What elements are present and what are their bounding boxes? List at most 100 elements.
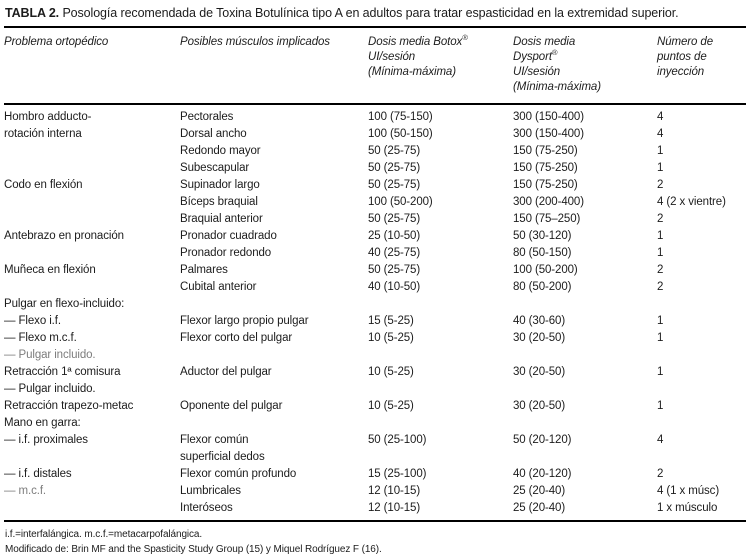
cell-dosis-dysport: 80 (50-150) <box>513 247 572 259</box>
cell-problema <box>4 194 180 211</box>
cell-puntos <box>657 449 746 466</box>
cell-problema: Muñeca en flexión <box>4 264 96 276</box>
cell-dosis-botox: 50 (25-75) <box>368 145 421 157</box>
cell-musculo: Braquial anterior <box>180 213 263 225</box>
cell-dosis-dysport: 30 (20-50) <box>513 366 566 378</box>
cell-puntos: 4 (1 x músc) <box>657 485 720 497</box>
cell-dosis-botox: 100 (50-150) <box>368 128 433 140</box>
cell-musculo <box>180 381 368 398</box>
cell-dosis-botox: 15 (5-25) <box>368 315 414 327</box>
cell-problema <box>4 449 180 466</box>
dosage-table: Problema ortopédico Posibles músculos im… <box>4 26 746 520</box>
cell-dosis-dysport: 150 (75-250) <box>513 179 578 191</box>
cell-musculo: superficial dedos <box>180 451 265 463</box>
table-title: TABLA 2. Posología recomendada de Toxina… <box>4 2 746 26</box>
cell-problema: Retracción trapezo-metac <box>4 400 134 412</box>
cell-dosis-dysport: 300 (200-400) <box>513 196 584 208</box>
cell-dosis-botox: 10 (5-25) <box>368 332 414 344</box>
cell-dosis-dysport <box>513 449 657 466</box>
cell-puntos: 1 <box>657 366 664 378</box>
column-header-puntos: Número de puntos de inyección <box>657 26 746 105</box>
cell-musculo: Aductor del pulgar <box>180 366 272 378</box>
cell-dosis-botox <box>368 296 513 313</box>
table-row: Interóseos 12 (10-15) 25 (20-40) 1 x mús… <box>4 500 746 520</box>
cell-dosis-dysport: 25 (20-40) <box>513 502 566 514</box>
cell-problema: Mano en garra: <box>4 417 81 429</box>
cell-puntos: 4 <box>657 128 664 140</box>
cell-musculo: Palmares <box>180 264 228 276</box>
cell-puntos: 4 <box>657 434 664 446</box>
table-row: — i.f. distales Flexor común profundo 15… <box>4 466 746 483</box>
cell-dosis-dysport: 300 (150-400) <box>513 111 584 123</box>
cell-puntos: 1 <box>657 400 664 412</box>
cell-problema: — Flexo m.c.f. <box>4 332 77 344</box>
cell-problema <box>4 500 180 520</box>
cell-puntos: 1 x músculo <box>657 502 718 514</box>
cell-dosis-botox: 50 (25-75) <box>368 264 421 276</box>
cell-musculo: Flexor común profundo <box>180 468 297 480</box>
cell-dosis-dysport: 50 (20-120) <box>513 434 572 446</box>
cell-dosis-botox <box>368 347 513 364</box>
cell-musculo: Oponente del pulgar <box>180 400 283 412</box>
cell-puntos <box>657 381 746 398</box>
cell-puntos: 2 <box>657 179 664 191</box>
cell-dosis-dysport <box>513 381 657 398</box>
cell-musculo: Redondo mayor <box>180 145 261 157</box>
table-number: TABLA 2. <box>5 6 60 20</box>
cell-dosis-botox: 50 (25-75) <box>368 162 421 174</box>
cell-dosis-dysport: 100 (50-200) <box>513 264 578 276</box>
cell-problema: — Pulgar incluido. <box>4 383 96 395</box>
cell-dosis-botox: 50 (25-75) <box>368 179 421 191</box>
cell-puntos: 4 <box>657 111 664 123</box>
cell-puntos: 2 <box>657 264 664 276</box>
table-row: Pronador redondo 40 (25-75) 80 (50-150) … <box>4 245 746 262</box>
cell-puntos: 2 <box>657 213 664 225</box>
table-row: Braquial anterior 50 (25-75) 150 (75–250… <box>4 211 746 228</box>
cell-puntos <box>657 296 746 313</box>
column-header-musculos: Posibles músculos implicados <box>180 26 368 105</box>
cell-problema: — Pulgar incluido. <box>4 349 96 361</box>
cell-dosis-dysport: 40 (20-120) <box>513 468 572 480</box>
cell-dosis-botox: 12 (10-15) <box>368 502 421 514</box>
cell-problema: — Flexo i.f. <box>4 315 61 327</box>
cell-dosis-botox: 40 (25-75) <box>368 247 421 259</box>
cell-puntos: 2 <box>657 281 664 293</box>
table-row: Mano en garra: <box>4 415 746 432</box>
cell-dosis-dysport: 25 (20-40) <box>513 485 566 497</box>
cell-puntos: 1 <box>657 145 664 157</box>
cell-dosis-botox <box>368 415 513 432</box>
cell-dosis-botox: 15 (25-100) <box>368 468 427 480</box>
column-header-dysport: Dosis media Dysport® UI/sesión (Mínima-m… <box>513 26 657 105</box>
cell-musculo: Flexor común <box>180 434 249 446</box>
cell-dosis-botox <box>368 381 513 398</box>
cell-dosis-dysport: 50 (30-120) <box>513 230 572 242</box>
cell-musculo: Flexor largo propio pulgar <box>180 315 309 327</box>
table-row: Codo en flexión Supinador largo 50 (25-7… <box>4 177 746 194</box>
table-row: Antebrazo en pronación Pronador cuadrado… <box>4 228 746 245</box>
cell-problema <box>4 143 180 160</box>
cell-problema: Retracción 1ª comisura <box>4 366 121 378</box>
cell-dosis-dysport: 30 (20-50) <box>513 400 566 412</box>
cell-puntos: 2 <box>657 468 664 480</box>
table-row: Cubital anterior 40 (10-50) 80 (50-200) … <box>4 279 746 296</box>
table-row: — m.c.f. Lumbricales 12 (10-15) 25 (20-4… <box>4 483 746 500</box>
cell-dosis-botox <box>368 449 513 466</box>
cell-problema: Antebrazo en pronación <box>4 230 124 242</box>
cell-musculo: Flexor corto del pulgar <box>180 332 293 344</box>
cell-puntos <box>657 415 746 432</box>
cell-musculo: Interóseos <box>180 502 233 514</box>
table-row: Redondo mayor 50 (25-75) 150 (75-250) 1 <box>4 143 746 160</box>
cell-dosis-botox: 40 (10-50) <box>368 281 421 293</box>
footnote-source: Modificado de: Brin MF and the Spasticit… <box>5 544 382 555</box>
cell-dosis-dysport: 300 (150-400) <box>513 128 584 140</box>
cell-dosis-dysport: 150 (75–250) <box>513 213 581 225</box>
cell-dosis-dysport <box>513 347 657 364</box>
table-row: Retracción trapezo-metac Oponente del pu… <box>4 398 746 415</box>
table-header: Problema ortopédico Posibles músculos im… <box>4 26 746 105</box>
cell-musculo <box>180 347 368 364</box>
cell-dosis-dysport: 150 (75-250) <box>513 145 578 157</box>
cell-musculo: Subescapular <box>180 162 250 174</box>
cell-musculo <box>180 415 368 432</box>
table-row: Bíceps braquial 100 (50-200) 300 (200-40… <box>4 194 746 211</box>
cell-musculo: Pronador cuadrado <box>180 230 277 242</box>
